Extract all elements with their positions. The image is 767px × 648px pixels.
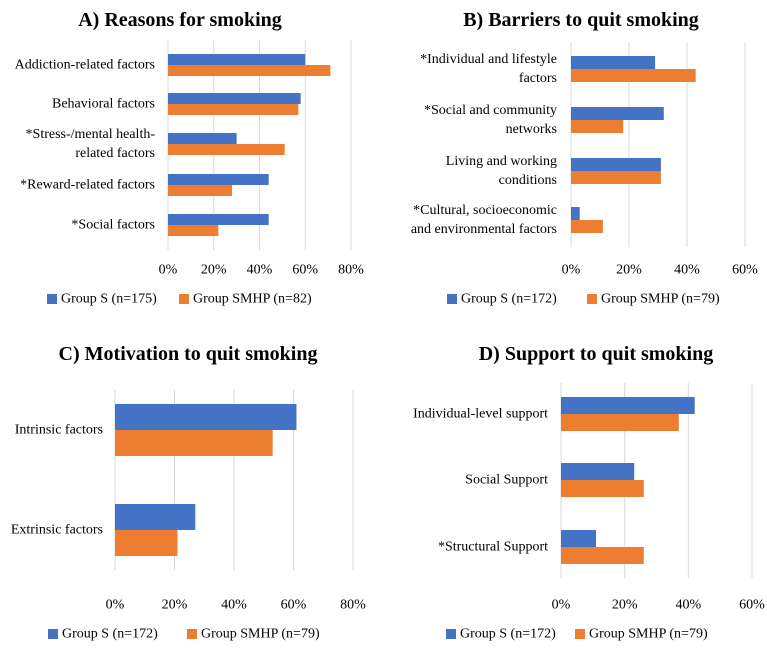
x-tick-label: 20% [616, 263, 642, 278]
legend-swatch [179, 294, 189, 304]
bar-cultural-socioeconomic-and-environmental-factors-series-2 [571, 220, 603, 233]
x-tick-label: 0% [106, 598, 125, 613]
chart-title: C) Motivation to quit smoking [59, 343, 318, 365]
category-label: Addiction-related factors [15, 58, 155, 73]
category-label: Living and working [446, 154, 557, 169]
legend-label: Group S (n=172) [460, 627, 556, 642]
bar-intrinsic-factors-series-1 [115, 404, 297, 430]
bar-social-and-community-networks-series-1 [571, 107, 664, 120]
category-label: *Structural Support [438, 540, 548, 555]
x-tick-label: 40% [221, 598, 247, 613]
bar-individual-level-support-series-2 [561, 414, 679, 431]
legend-swatch [48, 629, 58, 639]
category-label: Extrinsic factors [11, 523, 103, 538]
legend-swatch [446, 629, 456, 639]
x-tick-label: 20% [162, 598, 188, 613]
legend-swatch [187, 629, 197, 639]
bar-social-and-community-networks-series-2 [571, 120, 624, 133]
legend-label: Group SMHP (n=79) [589, 627, 708, 642]
chart-panel-c: C) Motivation to quit smoking 0% 20% 40% 60%… [11, 343, 366, 642]
bar-behavioral-factors-series-1 [168, 93, 301, 104]
chart-title: A) Reasons for smoking [78, 9, 282, 31]
chart-panel-d: D) Support to quit smoking 0% 20% 40% 60% Ind… [413, 343, 765, 642]
legend-label: Group SMHP (n=79) [201, 627, 320, 642]
category-label: Individual-level support [413, 407, 548, 422]
bar-behavioral-factors-series-2 [168, 104, 299, 115]
bar-addiction-related-factors-series-2 [168, 65, 331, 76]
x-tick-label: 60% [292, 263, 318, 278]
chart-panel-a: A) Reasons for smoking 0% 20% 40% 60% 80% Addi… [15, 9, 364, 307]
bar-living-and-working-conditions-series-1 [571, 158, 661, 171]
category-label: factors [519, 71, 557, 86]
category-label: *Social factors [71, 218, 155, 233]
bar-addiction-related-factors-series-1 [168, 54, 306, 65]
chart-panel-b: B) Barriers to quit smoking 0% 20% 40% 60% *I… [411, 9, 758, 307]
legend-label: Group SMHP (n=82) [193, 292, 312, 307]
category-label: and environmental factors [411, 222, 557, 237]
x-tick-label: 40% [675, 598, 701, 613]
chart-title: D) Support to quit smoking [479, 343, 714, 365]
legend-swatch [447, 294, 457, 304]
x-tick-label: 0% [562, 263, 581, 278]
bar-structural-support-series-2 [561, 547, 644, 564]
x-tick-label: 40% [674, 263, 700, 278]
bar-stress-mental-health-related-factors-series-2 [168, 144, 285, 155]
legend-label: Group SMHP (n=79) [601, 292, 720, 307]
bar-cultural-socioeconomic-and-environmental-factors-series-1 [571, 207, 580, 220]
x-tick-label: 0% [552, 598, 571, 613]
bar-stress-mental-health-related-factors-series-1 [168, 133, 237, 144]
x-tick-label: 20% [201, 263, 227, 278]
category-label: *Social and community [424, 103, 557, 118]
bar-structural-support-series-1 [561, 530, 597, 547]
category-label: *Individual and lifestyle [420, 52, 557, 67]
legend-swatch [575, 629, 585, 639]
bar-social-factors-series-2 [168, 225, 219, 236]
legend-label: Group S (n=172) [62, 627, 158, 642]
x-tick-label: 60% [281, 598, 307, 613]
category-label: *Stress-/mental health- [26, 127, 156, 142]
bar-extrinsic-factors-series-1 [115, 504, 196, 530]
x-tick-label: 80% [340, 598, 366, 613]
x-tick-label: 20% [612, 598, 638, 613]
bar-social-support-series-1 [561, 463, 635, 480]
category-label: Intrinsic factors [15, 423, 103, 438]
legend-swatch [587, 294, 597, 304]
category-label: related factors [75, 146, 155, 161]
bar-intrinsic-factors-series-2 [115, 430, 273, 456]
category-label: Social Support [465, 473, 548, 488]
x-tick-label: 0% [159, 263, 178, 278]
bar-extrinsic-factors-series-2 [115, 530, 178, 556]
x-tick-label: 40% [247, 263, 273, 278]
bar-social-support-series-2 [561, 480, 644, 497]
legend-swatch [47, 294, 57, 304]
category-label: networks [506, 122, 557, 137]
bar-individual-level-support-series-1 [561, 397, 695, 414]
x-tick-label: 60% [732, 263, 758, 278]
legend-label: Group S (n=172) [461, 292, 557, 307]
bar-reward-related-factors-series-2 [168, 185, 233, 196]
bar-reward-related-factors-series-1 [168, 174, 269, 185]
legend-label: Group S (n=175) [61, 292, 157, 307]
x-tick-label: 80% [338, 263, 364, 278]
bar-social-factors-series-1 [168, 214, 269, 225]
chart-title: B) Barriers to quit smoking [463, 9, 699, 31]
bar-living-and-working-conditions-series-2 [571, 171, 661, 184]
bar-individual-and-lifestyle-factors-series-1 [571, 56, 656, 69]
category-label: Behavioral factors [52, 97, 155, 112]
x-tick-label: 60% [739, 598, 765, 613]
bar-individual-and-lifestyle-factors-series-2 [571, 69, 696, 82]
category-label: *Reward-related factors [20, 178, 155, 193]
category-label: *Cultural, socioeconomic [413, 203, 557, 218]
category-label: conditions [499, 173, 557, 188]
